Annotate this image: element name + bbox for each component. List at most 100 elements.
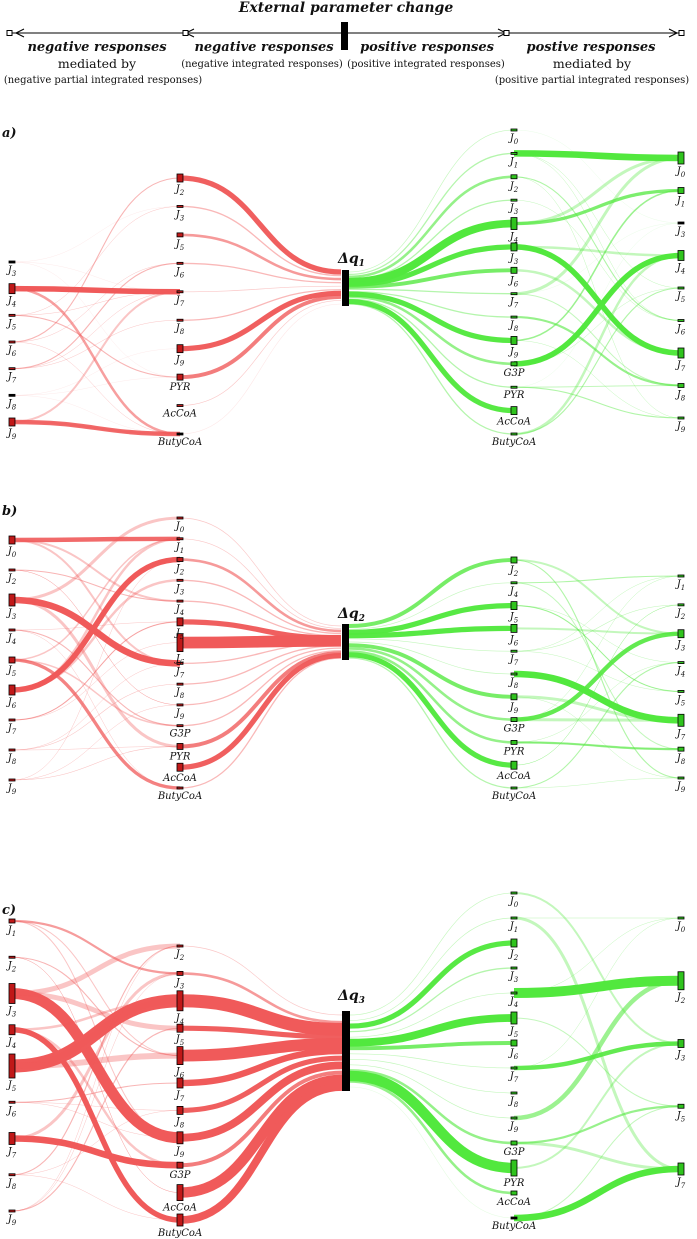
node-marker	[8, 748, 16, 752]
node-marker	[8, 983, 16, 1004]
flow-bands	[11, 129, 682, 437]
node-label: G3P	[503, 724, 524, 735]
flow-band	[513, 1042, 682, 1169]
node-marker	[510, 938, 518, 948]
panel-c: c) J1 J2 J3 J4 J5 J6 J7 J8 J9 J2 J3 J4 J5 J6 J7 J8 J9 G3P…	[2, 891, 686, 1239]
flow-band	[513, 695, 682, 722]
flow-band	[348, 558, 515, 628]
node-marker	[176, 599, 184, 603]
node-marker	[176, 318, 184, 322]
flow-band	[11, 569, 181, 706]
node-marker	[510, 601, 518, 610]
node-marker	[176, 633, 184, 653]
node-marker	[677, 347, 685, 359]
flow-band	[179, 294, 342, 380]
node-label: J8	[6, 1178, 17, 1191]
flow-band	[348, 647, 515, 721]
node-label: J6	[675, 324, 686, 337]
flow-band	[11, 1027, 181, 1212]
flow-band	[11, 1027, 181, 1223]
flow-band	[513, 1105, 682, 1219]
flow-band	[179, 649, 342, 727]
node-marker	[8, 656, 16, 664]
node-label: J3	[6, 608, 17, 621]
flow-band	[11, 956, 181, 1057]
node-label: J3	[508, 253, 519, 266]
flow-band	[179, 1070, 343, 1168]
flow-band	[348, 652, 515, 768]
right-inner-sub: (positive integrated responses)	[347, 59, 505, 70]
panel-label: b)	[2, 504, 17, 519]
node-label: J3	[174, 977, 185, 990]
node-label: J1	[6, 925, 16, 938]
node-marker	[677, 319, 685, 322]
node-marker	[176, 537, 184, 541]
node-marker	[677, 746, 685, 752]
node-label: J7	[174, 1090, 185, 1103]
node-marker	[176, 578, 184, 582]
node-marker	[176, 971, 184, 976]
flow-band	[11, 1052, 181, 1069]
node-label: J7	[508, 1071, 519, 1084]
node-marker	[8, 593, 16, 607]
flow-band	[513, 245, 682, 355]
node-marker	[510, 1039, 518, 1047]
node-label: J1	[675, 196, 685, 209]
flow-band	[513, 244, 682, 356]
flow-band	[11, 704, 181, 781]
node-marker	[510, 292, 518, 296]
flow-band	[11, 997, 181, 1069]
flow-band	[11, 348, 181, 396]
node-label: J8	[6, 753, 17, 766]
node-marker	[176, 724, 184, 728]
node-label: J4	[174, 1013, 184, 1026]
flow-band	[348, 291, 515, 318]
node-label: J7	[675, 360, 686, 373]
flow-band	[179, 945, 343, 1016]
node-marker	[510, 1011, 518, 1025]
hub-bar	[342, 624, 349, 660]
node-label: J3	[174, 583, 185, 596]
node-label: J3	[6, 1006, 17, 1019]
flow-band	[11, 994, 181, 1073]
flow-band	[11, 1110, 181, 1175]
node-marker	[8, 955, 16, 959]
node-marker	[510, 649, 518, 653]
flow-band	[11, 1135, 181, 1169]
node-marker	[677, 916, 685, 920]
node-label: J7	[174, 295, 185, 308]
node-marker	[8, 1132, 16, 1145]
flow-band	[11, 263, 181, 343]
node-marker	[8, 778, 16, 782]
node-marker	[176, 432, 184, 436]
node-label: J9	[174, 1146, 185, 1159]
arrowhead-left-outer	[15, 28, 25, 38]
node-label: J4	[508, 996, 518, 1009]
node-label: G3P	[169, 729, 190, 740]
node-marker	[176, 373, 184, 381]
node-marker	[510, 336, 518, 345]
flow-band	[11, 206, 181, 316]
flow-band	[179, 647, 342, 706]
flow-band	[179, 538, 342, 629]
flow-band	[513, 269, 682, 355]
node-label: J7	[6, 1147, 17, 1160]
node-marker	[677, 1103, 685, 1109]
flow-band	[348, 657, 515, 789]
node-label: J0	[508, 896, 519, 909]
node-label: J4	[508, 586, 518, 599]
flow-band	[179, 517, 342, 627]
flow-band	[513, 150, 682, 162]
node-label: J9	[675, 781, 686, 794]
flow-band	[11, 945, 181, 1212]
node-marker	[677, 1039, 685, 1048]
node-marker	[176, 1161, 184, 1169]
flow-band	[11, 920, 181, 1057]
node-marker	[8, 718, 16, 722]
flow-band	[11, 919, 181, 975]
flow-band	[349, 940, 515, 1029]
node-marker	[510, 1216, 518, 1220]
flow-band	[11, 973, 181, 1212]
flow-band	[348, 582, 515, 630]
flow-band	[513, 978, 682, 1121]
